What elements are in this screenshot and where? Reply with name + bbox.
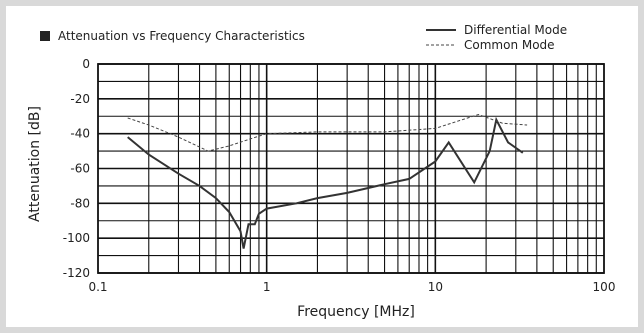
legend-common-label: Common Mode	[464, 38, 555, 52]
y-tick-label: -60	[70, 162, 90, 176]
grid	[97, 63, 605, 274]
y-tick-label: -40	[70, 127, 90, 141]
x-tick-label: 0.1	[88, 280, 107, 294]
y-tick-label: -20	[70, 92, 90, 106]
y-tick-label: -120	[63, 266, 90, 280]
title-square-marker	[40, 31, 50, 41]
chart-panel: Attenuation vs Frequency Characteristics…	[6, 6, 638, 327]
x-tick-label: 10	[428, 280, 443, 294]
chart-svg: Attenuation vs Frequency Characteristics…	[27, 23, 616, 320]
legend-differential-label: Differential Mode	[464, 23, 567, 37]
y-axis-label: Attenuation [dB]	[27, 106, 43, 222]
plot-border	[97, 63, 605, 274]
series-line-differential-mode	[127, 116, 524, 249]
x-axis-label: Frequency [MHz]	[297, 304, 415, 320]
series	[127, 113, 528, 249]
x-tick-label: 1	[263, 280, 271, 294]
series-line-common-mode	[127, 113, 528, 152]
chart-title: Attenuation vs Frequency Characteristics	[58, 29, 305, 43]
y-tick-label: 0	[82, 57, 90, 71]
y-tick-label: -80	[70, 196, 90, 210]
x-tick-label: 100	[593, 280, 616, 294]
y-tick-label: -100	[63, 231, 90, 245]
